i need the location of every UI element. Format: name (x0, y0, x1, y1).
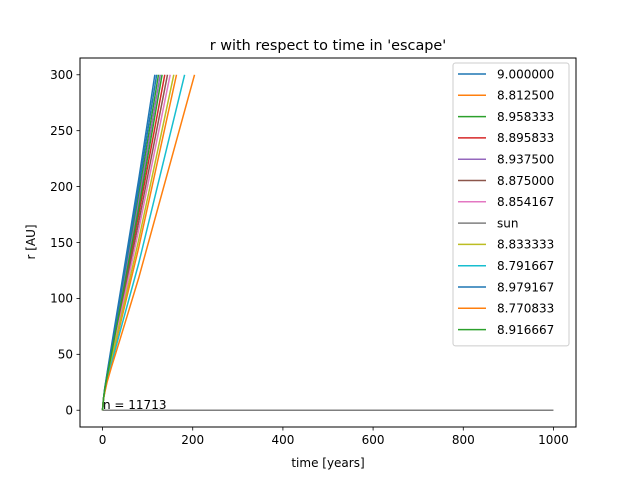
legend-label: 8.770833 (497, 302, 554, 316)
legend-label: 8.979167 (497, 280, 554, 294)
x-tick-label: 0 (99, 433, 107, 447)
legend-label: 8.958333 (497, 110, 554, 124)
y-axis-ticks: 0 50 100 150 200 250 300 (50, 68, 80, 418)
annotation-text: n = 11713 (103, 398, 166, 412)
legend-label: 8.854167 (497, 195, 554, 209)
y-axis-label: r [AU] (24, 224, 38, 259)
plot-area (101, 74, 554, 411)
legend-label: sun (497, 216, 518, 230)
legend-label: 8.875000 (497, 174, 554, 188)
legend-label: 9.000000 (497, 67, 554, 81)
x-tick-label: 400 (271, 433, 294, 447)
chart-title: r with respect to time in 'escape' (210, 38, 446, 54)
y-tick-label: 300 (50, 68, 73, 82)
y-tick-label: 100 (50, 292, 73, 306)
y-tick-label: 250 (50, 124, 73, 138)
legend: 9.000000 8.812500 8.958333 8.895833 8.937500… (452, 62, 570, 347)
legend-label: 8.937500 (497, 153, 554, 167)
legend-label: 8.833333 (497, 238, 554, 252)
y-tick-label: 200 (50, 180, 73, 194)
x-tick-label: 200 (181, 433, 204, 447)
series-line-12 (101, 74, 163, 411)
series-line-9 (101, 74, 186, 411)
y-tick-label: 150 (50, 236, 73, 250)
x-axis-label: time [years] (291, 456, 364, 470)
y-tick-label: 50 (58, 348, 73, 362)
x-tick-label: 1000 (538, 433, 569, 447)
legend-box (452, 62, 570, 347)
x-tick-label: 600 (362, 433, 385, 447)
x-axis-ticks: 0 200 400 600 800 1000 (99, 427, 569, 447)
legend-label: 8.895833 (497, 131, 554, 145)
series-layer (101, 74, 554, 411)
x-tick-label: 800 (452, 433, 475, 447)
y-tick-label: 0 (65, 404, 73, 418)
legend-label: 8.916667 (497, 323, 554, 337)
legend-label: 8.812500 (497, 89, 554, 103)
legend-label: 8.791667 (497, 259, 554, 273)
